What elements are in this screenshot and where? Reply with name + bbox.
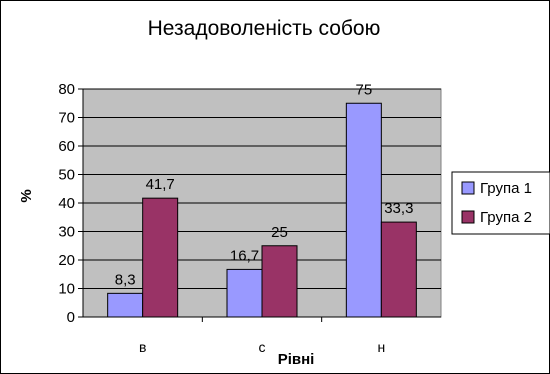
legend-label-group-2: Група 2 (480, 209, 532, 226)
legend-swatch-group-1 (461, 181, 475, 195)
y-tick-label: 70 (58, 110, 75, 127)
y-tick-label: 40 (58, 195, 75, 212)
data-label: 16,7 (230, 247, 259, 264)
y-tick-label: 80 (58, 81, 75, 98)
data-label: 33,3 (384, 200, 413, 217)
bar-group-2 (380, 221, 417, 318)
data-label: 25 (271, 224, 288, 241)
y-tick-label: 60 (58, 138, 75, 155)
y-tick-label: 50 (58, 167, 75, 184)
legend-label-group-1: Група 1 (480, 180, 532, 197)
y-tick-label: 20 (58, 252, 75, 269)
x-axis-label: Рівні (278, 351, 315, 368)
x-category-label: н (377, 339, 385, 355)
data-label: 41,7 (146, 176, 175, 193)
y-axis-label: % (18, 189, 35, 202)
y-tick-label: 30 (58, 224, 75, 241)
bars (107, 102, 417, 318)
data-label: 8,3 (115, 271, 136, 288)
chart-title: Незадоволеність собою (148, 17, 381, 40)
y-tick-label: 0 (67, 309, 75, 326)
legend: Група 1 Група 2 (451, 171, 550, 235)
legend-swatch-group-2 (461, 210, 475, 224)
x-category-label: в (139, 339, 146, 355)
bar-group-2 (142, 197, 179, 318)
bar-group-2 (261, 245, 298, 318)
x-category-label: с (259, 339, 266, 355)
bar-group-1 (345, 102, 382, 318)
bar-group-1 (107, 292, 144, 318)
data-label: 75 (355, 81, 372, 98)
bar-group-1 (226, 268, 263, 318)
y-axis-ticks: 0 10 20 30 40 50 60 70 80 (58, 81, 83, 326)
y-tick-label: 10 (58, 281, 75, 298)
data-labels: 8,3 41,7 16,7 25 75 33,3 (115, 81, 414, 288)
